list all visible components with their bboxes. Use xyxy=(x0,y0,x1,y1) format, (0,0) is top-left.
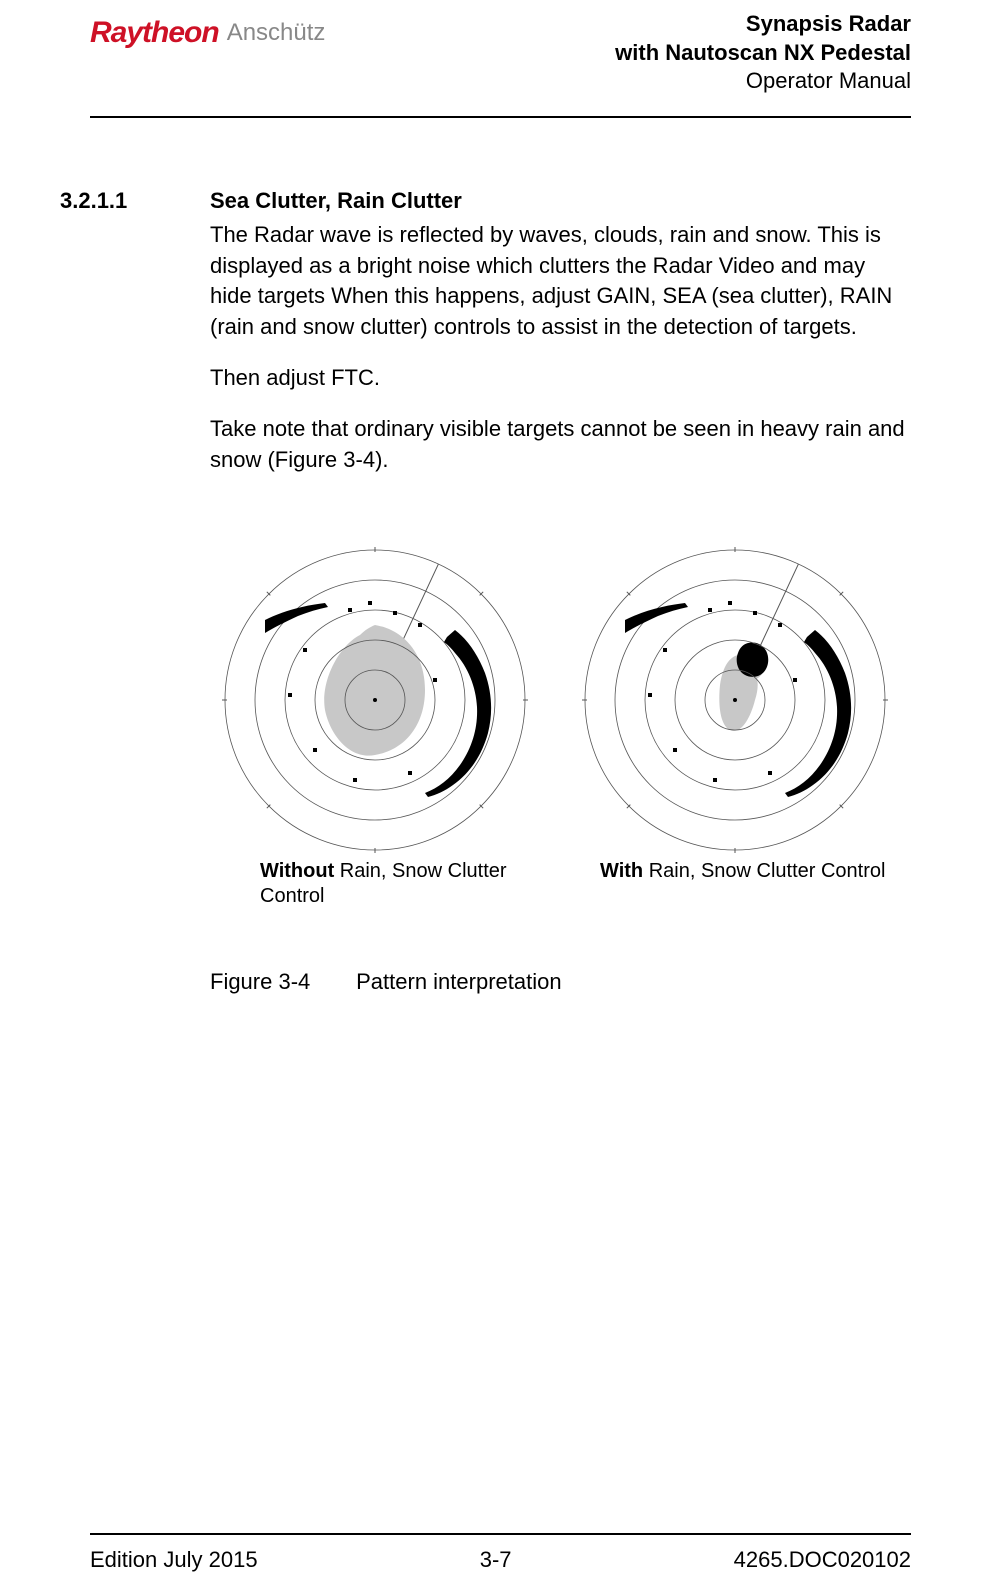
footer-doc-id: 4265.DOC020102 xyxy=(734,1547,911,1573)
logo-anschutz: Anschütz xyxy=(227,19,326,47)
brand-logo: Raytheon Anschütz xyxy=(90,10,325,50)
figure-left: Without Rain, Snow Clutter Control xyxy=(210,535,540,909)
page-footer: Edition July 2015 3-7 4265.DOC020102 xyxy=(90,1533,911,1591)
document-title: Synapsis Radar with Nautoscan NX Pedesta… xyxy=(615,10,911,96)
paragraph-3: Take note that ordinary visible targets … xyxy=(210,414,911,476)
radar-with-clutter-control xyxy=(570,535,900,865)
logo-raytheon: Raytheon xyxy=(90,16,219,50)
section-heading: 3.2.1.1 Sea Clutter, Rain Clutter xyxy=(90,188,911,214)
title-line-1: Synapsis Radar xyxy=(615,10,911,39)
footer-edition: Edition July 2015 xyxy=(90,1547,258,1573)
title-line-3: Operator Manual xyxy=(615,67,911,96)
figure-container: Without Rain, Snow Clutter Control With … xyxy=(210,535,911,909)
paragraph-2: Then adjust FTC. xyxy=(210,363,911,394)
figure-number: Figure 3-4 xyxy=(210,969,350,995)
figure-title: Pattern interpretation xyxy=(356,969,561,994)
figure-label: Figure 3-4 Pattern interpretation xyxy=(210,969,911,995)
caption-left: Without Rain, Snow Clutter Control xyxy=(210,859,540,909)
section-title: Sea Clutter, Rain Clutter xyxy=(210,188,462,214)
footer-page-number: 3-7 xyxy=(480,1547,512,1573)
figure-right: With Rain, Snow Clutter Control xyxy=(570,535,900,884)
caption-right: With Rain, Snow Clutter Control xyxy=(570,859,885,884)
paragraph-1: The Radar wave is reflected by waves, cl… xyxy=(210,220,911,343)
title-line-2: with Nautoscan NX Pedestal xyxy=(615,39,911,68)
page-header: Raytheon Anschütz Synapsis Radar with Na… xyxy=(90,0,911,116)
page-content: 3.2.1.1 Sea Clutter, Rain Clutter The Ra… xyxy=(90,118,911,1533)
section-number: 3.2.1.1 xyxy=(60,188,210,214)
radar-without-clutter-control xyxy=(210,535,540,865)
